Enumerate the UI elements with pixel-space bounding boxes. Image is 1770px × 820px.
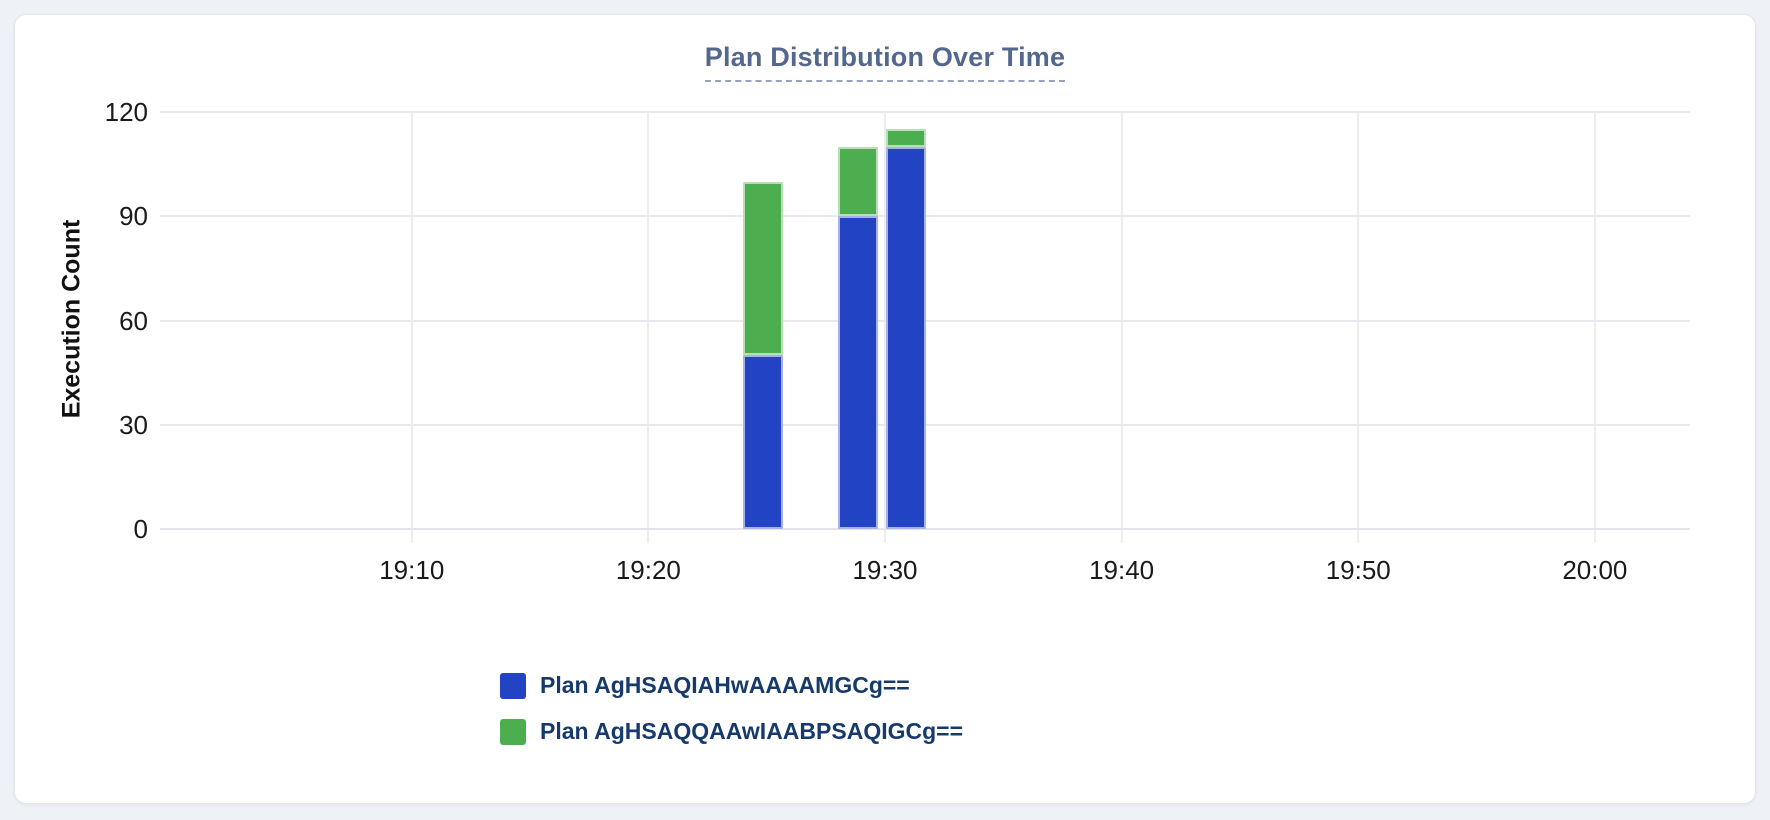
legend-item-label: Plan AgHSAQIAHwAAAAMGCg== [540, 672, 910, 698]
y-gridline [160, 111, 1690, 113]
y-axis-title: Execution Count [57, 219, 86, 419]
legend-item[interactable]: Plan AgHSAQIAHwAAAAMGCg== [500, 672, 910, 699]
bar-segment-series-1[interactable] [742, 181, 783, 356]
x-tick-label: 19:10 [379, 555, 445, 585]
x-gridline [647, 112, 650, 543]
legend-swatch-icon [500, 718, 526, 745]
y-tick-label: 30 [119, 409, 148, 440]
x-gridline [1357, 112, 1360, 543]
bar-segment-series-0[interactable] [838, 216, 879, 529]
bar-segment-series-0[interactable] [742, 355, 783, 529]
chart-title[interactable]: Plan Distribution Over Time [704, 42, 1066, 82]
x-tick-label: 19:20 [615, 555, 681, 585]
x-gridline [1120, 112, 1123, 543]
x-tick-label: 20:00 [1562, 555, 1628, 585]
y-tick-label: 120 [104, 97, 148, 127]
y-gridline [160, 528, 1690, 530]
legend-item-label: Plan AgHSAQQAAwIAABPSAQIGCg== [540, 718, 964, 744]
x-gridline [884, 112, 886, 543]
y-tick-label: 60 [119, 305, 148, 336]
legend-swatch-icon [500, 672, 526, 699]
x-gridline [1593, 112, 1596, 543]
x-gridline [410, 112, 413, 543]
x-tick-label: 19:40 [1089, 555, 1155, 585]
bar-segment-series-1[interactable] [838, 146, 879, 217]
x-tick-label: 19:50 [1325, 555, 1391, 585]
y-tick-label: 90 [119, 201, 148, 232]
bar-segment-series-1[interactable] [886, 129, 927, 147]
y-tick-label: 0 [133, 514, 148, 544]
legend-item[interactable]: Plan AgHSAQQAAwIAABPSAQIGCg== [500, 718, 963, 745]
x-tick-label: 19:30 [852, 555, 918, 585]
bar-segment-series-0[interactable] [886, 146, 927, 529]
chart-title-wrap: Plan Distribution Over Time [0, 42, 1770, 82]
